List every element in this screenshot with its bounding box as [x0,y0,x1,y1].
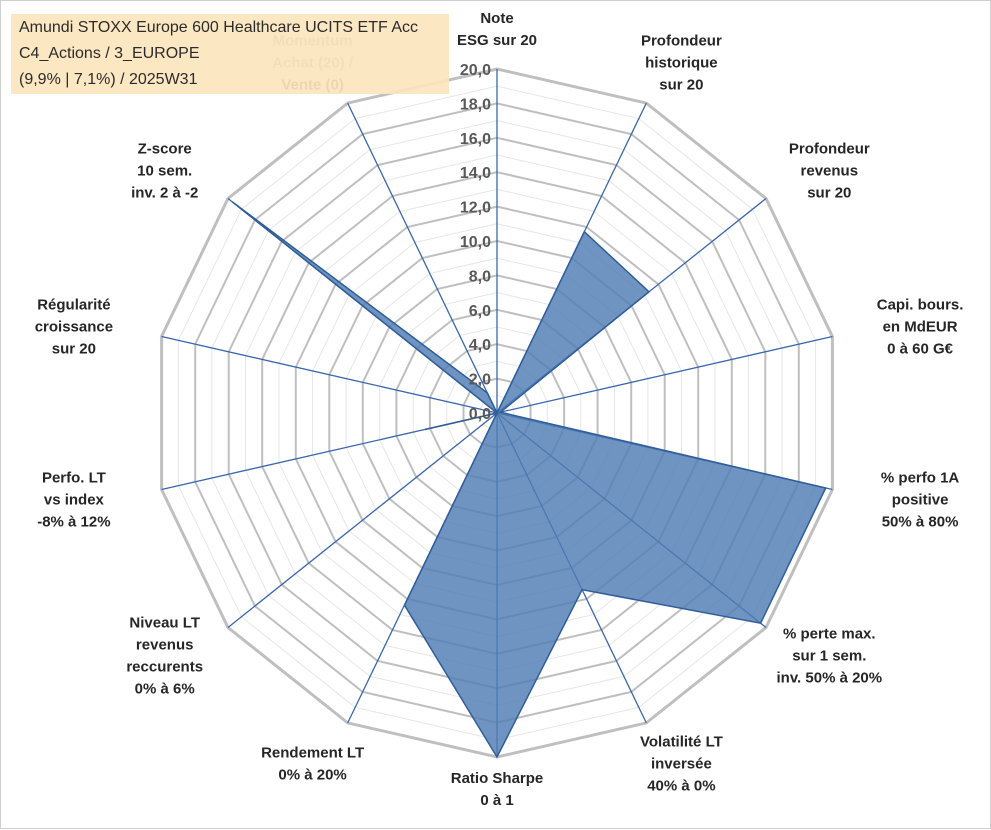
axis-label: Profondeur revenus sur 20 [789,141,870,202]
axis-label-line: % perte max. [783,626,876,643]
axis-label: % perfo 1A positive 50% à 80% [881,470,960,531]
axis-label-line: historique [645,55,718,72]
axis-label-line: revenus [801,163,859,180]
axis-label-line: % perfo 1A [881,470,960,487]
axis-label-line: 10 sem. [137,163,192,180]
axis-label-line: Z-score [138,141,192,158]
axis-label-line: Capi. bours. [877,296,964,313]
axis-label-line: 0% à 20% [278,767,346,784]
tick-label: 16,0 [460,131,491,148]
axis-label-line: 0% à 6% [135,681,195,698]
tick-label: 8,0 [469,268,491,285]
tick-label: 14,0 [460,165,491,182]
axis-label-line: sur 20 [52,340,96,357]
axis-label-line: inversée [651,756,712,773]
tick-label: 2,0 [469,372,491,389]
axis-label-line: reccurents [126,659,203,676]
axis-label-line: 50% à 80% [882,514,959,531]
axis-label-line: Volatilité LT [640,734,723,751]
axis-label-line: Perfo. LT [42,470,106,487]
axis-label-line: sur 20 [807,185,851,202]
axis-label-line: inv. 2 à -2 [131,185,198,202]
axis-label-line: Rendement LT [261,745,364,762]
tick-label: 10,0 [460,234,491,251]
axis-label: Ratio Sharpe 0 à 1 [451,770,544,809]
axis-label-line: Profondeur [641,33,722,50]
tick-label: 12,0 [460,200,491,217]
series-polygon [232,202,826,757]
axis-label-line: Note [480,10,513,27]
axis-label: Capi. bours. en MdEUR 0 à 60 G€ [877,296,964,357]
chart-title-fund: Amundi STOXX Europe 600 Healthcare UCITS… [19,19,418,37]
axis-label-line: vs index [44,492,105,509]
axis-label-line: Niveau LT [129,615,200,632]
axis-label-line: positive [892,492,949,509]
tick-label: 18,0 [460,96,491,113]
axis-label-line: 0 à 60 G€ [887,340,954,357]
axis-label-line: sur 20 [659,77,703,94]
chart-title-category: C4_Actions / 3_EUROPE [19,45,200,63]
axis-label: % perte max. sur 1 sem. inv. 50% à 20% [776,626,882,687]
axis-label: Profondeur historique sur 20 [641,33,722,94]
axis-label: Note ESG sur 20 [457,10,537,49]
axis-label: Rendement LT 0% à 20% [261,745,364,784]
axis-label-line: Ratio Sharpe [451,770,544,787]
tick-label: 6,0 [469,303,491,320]
axis-label-line: sur 1 sem. [792,648,866,665]
axis-label: Niveau LT revenus reccurents 0% à 6% [126,615,203,698]
axis-label-line: Régularité [37,296,110,313]
axis-label-line: Profondeur [789,141,870,158]
axis-label-line: en MdEUR [883,318,958,335]
chart-title-stats: (9,9% | 7,1%) / 2025W31 [19,71,197,89]
axis-label: Perfo. LT vs index -8% à 12% [37,470,110,531]
axis-label-line: 40% à 0% [647,778,715,795]
axis-label-line: 0 à 1 [480,792,513,809]
axis-label-line: ESG sur 20 [457,32,537,49]
axis-label-line: inv. 50% à 20% [776,670,882,687]
tick-label: 20,0 [460,62,491,79]
axis-label-line: croissance [35,318,113,335]
series-area [232,202,826,758]
tick-label: 4,0 [469,337,491,354]
axis-label-line: revenus [136,637,194,654]
axis-label: Volatilité LT inversée 40% à 0% [640,734,723,795]
axis-label-line: -8% à 12% [37,514,110,531]
axis-label: Régularité croissance sur 20 [35,296,113,357]
tick-label: 0,0 [469,406,491,423]
axis-label: Z-score 10 sem. inv. 2 à -2 [131,141,198,202]
